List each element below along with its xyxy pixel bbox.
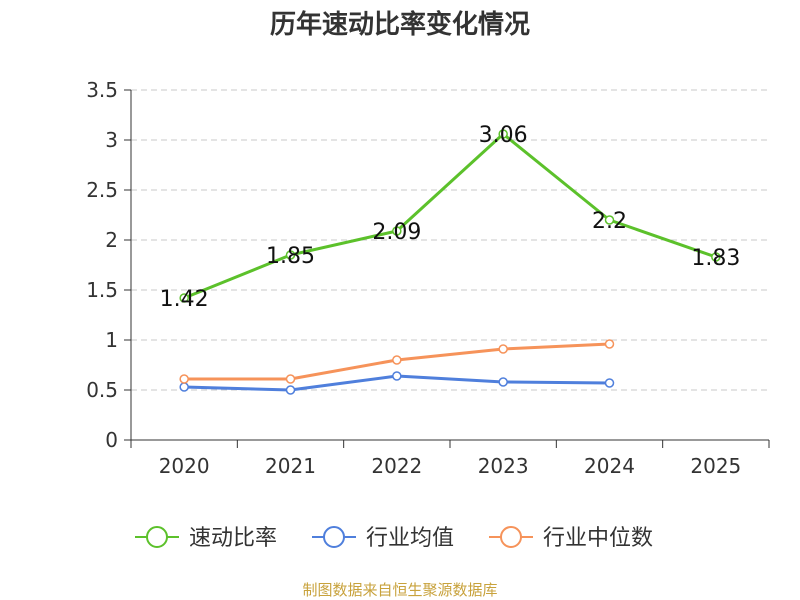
legend-marker <box>323 526 345 548</box>
data-label: 1.83 <box>691 246 740 271</box>
data-labels: 1.42 1.85 2.09 3.06 2.2 1.83 <box>160 123 741 312</box>
y-tick-label: 3 <box>105 128 118 152</box>
data-point[interactable] <box>498 344 508 354</box>
x-tick-label: 2020 <box>159 454 210 478</box>
data-point[interactable] <box>392 371 402 381</box>
data-point[interactable] <box>392 226 402 236</box>
series-line <box>183 132 717 300</box>
data-point[interactable] <box>285 385 296 395</box>
data-point[interactable] <box>498 377 508 387</box>
legend-marker <box>500 526 522 548</box>
data-label: 2.09 <box>372 220 421 245</box>
y-tick-label: 1 <box>105 328 118 352</box>
data-label: 1.42 <box>160 287 209 312</box>
y-tick-label: 2 <box>105 228 118 252</box>
y-tick-label: 2.5 <box>86 178 118 202</box>
series-0 <box>179 129 721 303</box>
legend-label: 行业均值 <box>366 526 454 551</box>
data-label: 2.2 <box>592 209 627 234</box>
data-label: 1.85 <box>266 244 315 269</box>
data-point[interactable] <box>392 355 402 365</box>
data-point[interactable] <box>285 250 296 260</box>
legend-label: 速动比率 <box>189 526 277 551</box>
data-point[interactable] <box>604 215 615 225</box>
data-label: 3.06 <box>479 123 528 148</box>
y-tick-label: 3.5 <box>86 78 118 102</box>
data-point[interactable] <box>498 129 508 139</box>
grid <box>131 89 769 391</box>
source-note: 制图数据来自恒生聚源数据库 <box>302 581 497 599</box>
data-point[interactable] <box>179 382 189 392</box>
y-tick-label: 0 <box>105 428 118 452</box>
x-tick-label: 2022 <box>371 454 422 478</box>
data-point[interactable] <box>711 252 721 262</box>
series-1 <box>179 371 615 395</box>
axes: 0 0.5 1 1.5 2 2.5 3 3.5 2020 2021 2022 2023 2024 2025 <box>86 78 770 478</box>
legend-item-1[interactable]: 行业均值 <box>312 526 454 551</box>
legend-marker <box>146 526 168 548</box>
y-tick-label: 1.5 <box>86 278 118 302</box>
data-point[interactable] <box>604 378 615 388</box>
series-2 <box>179 339 615 384</box>
data-point[interactable] <box>285 374 296 384</box>
series-layer <box>179 129 721 395</box>
legend-item-0[interactable]: 速动比率 <box>135 526 277 551</box>
legend[interactable]: 速动比率 行业均值 行业中位数 <box>135 526 653 551</box>
legend-item-2[interactable]: 行业中位数 <box>489 526 653 551</box>
data-point[interactable] <box>179 293 189 303</box>
x-tick-label: 2025 <box>690 454 741 478</box>
x-tick-label: 2024 <box>584 454 635 478</box>
data-point[interactable] <box>604 339 615 349</box>
legend-label: 行业中位数 <box>543 526 653 551</box>
x-tick-label: 2023 <box>478 454 529 478</box>
y-tick-label: 0.5 <box>86 378 118 402</box>
x-tick-label: 2021 <box>265 454 316 478</box>
data-point[interactable] <box>179 374 189 384</box>
chart-title: 历年速动比率变化情况 <box>270 9 530 40</box>
